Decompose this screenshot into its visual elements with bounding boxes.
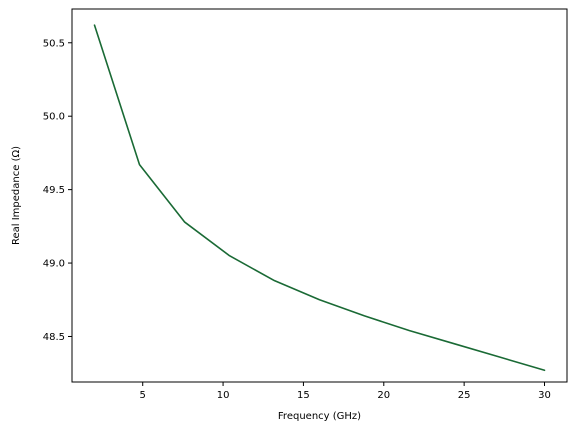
x-tick-label: 30 — [538, 390, 551, 401]
y-tick-label: 48.5 — [43, 332, 65, 343]
x-axis-label: Frequency (GHz) — [278, 411, 361, 422]
x-tick-label: 15 — [297, 390, 310, 401]
x-tick-label: 20 — [377, 390, 390, 401]
y-tick-label: 49.5 — [43, 185, 65, 196]
x-axis: 5 10 15 20 25 30 — [140, 382, 551, 401]
x-tick-label: 10 — [217, 390, 230, 401]
x-tick-label: 25 — [458, 390, 471, 401]
y-axis: 48.5 49.0 49.5 50.0 50.5 — [43, 38, 72, 343]
y-tick-label: 49.0 — [43, 259, 65, 270]
y-tick-label: 50.5 — [43, 38, 65, 49]
series-line — [93, 24, 546, 372]
y-axis-label: Real Impedance (Ω) — [11, 146, 22, 245]
axes-frame — [71, 8, 568, 383]
x-tick-label: 5 — [140, 390, 146, 401]
plot-area — [93, 24, 546, 372]
y-tick-label: 50.0 — [43, 112, 65, 123]
